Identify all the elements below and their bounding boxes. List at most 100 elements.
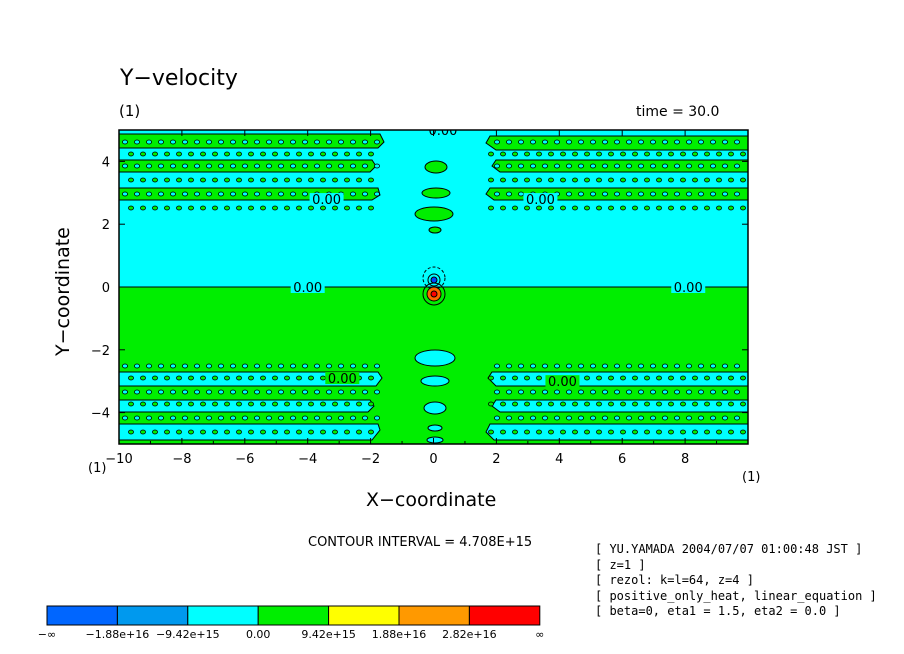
contour-speckle [182, 163, 188, 169]
contour-speckle [134, 191, 140, 197]
contour-speckle [248, 429, 254, 435]
contour-speckle [704, 429, 710, 435]
contour-label-bg [290, 281, 325, 293]
contour-speckle [236, 205, 242, 211]
contour-label-bg [425, 130, 460, 136]
contour-speckle [266, 163, 272, 169]
contour-speckle [176, 205, 182, 211]
contour-speckle [668, 177, 674, 183]
x-corner-label-left: (1) [88, 461, 107, 476]
contour-speckle [704, 177, 710, 183]
center-blob-lower-1 [414, 349, 456, 367]
contour-speckle [296, 401, 302, 407]
contour-speckle [488, 375, 494, 381]
contour-speckle [686, 415, 692, 421]
contour-speckle [638, 139, 644, 145]
contour-speckle [524, 205, 530, 211]
contour-speckle [302, 389, 308, 395]
contour-speckle [608, 375, 614, 381]
contour-speckle [650, 389, 656, 395]
contour-speckle [170, 363, 176, 369]
contour-speckle [668, 401, 674, 407]
info-line: [ beta=0, eta1 = 1.5, eta2 = 0.0 ] [595, 604, 841, 618]
contour-speckle [674, 191, 680, 197]
contour-speckle [638, 363, 644, 369]
contour-speckle [272, 401, 278, 407]
contour-speckle [248, 205, 254, 211]
contour-speckle [608, 205, 614, 211]
x-tick-label: 4 [555, 452, 563, 467]
contour-speckle [290, 163, 296, 169]
x-corner-label-right: (1) [742, 470, 761, 485]
contour-label: 0.00 [293, 281, 322, 296]
contour-speckle [734, 363, 740, 369]
y-tick-label: −4 [91, 407, 110, 422]
contour-speckle [644, 375, 650, 381]
contour-speckle [200, 401, 206, 407]
contour-speckle [656, 429, 662, 435]
contour-speckle [128, 177, 134, 183]
contour-speckle [692, 401, 698, 407]
contour-speckle [224, 205, 230, 211]
contour-speckle [122, 415, 128, 421]
contour-speckle [620, 429, 626, 435]
contour-speckle [584, 401, 590, 407]
contour-speckle [596, 375, 602, 381]
contour-speckle [560, 401, 566, 407]
contour-speckle [344, 401, 350, 407]
contour-speckle [530, 139, 536, 145]
contour-speckle [710, 389, 716, 395]
contour-label-bg [325, 372, 360, 385]
contour-speckle [302, 363, 308, 369]
contour-speckle [206, 363, 212, 369]
contour-speckle [584, 429, 590, 435]
contour-speckle [584, 151, 590, 157]
contour-speckle [134, 415, 140, 421]
contour-speckle [368, 151, 374, 157]
contour-speckle [290, 415, 296, 421]
contour-speckle [218, 191, 224, 197]
contour-speckle [254, 191, 260, 197]
contour-speckle [362, 363, 368, 369]
contour-speckle [650, 415, 656, 421]
contour-speckle [194, 191, 200, 197]
contour-speckle [608, 151, 614, 157]
contour-speckle [572, 205, 578, 211]
contour-speckle [278, 139, 284, 145]
contour-speckle [326, 139, 332, 145]
contour-speckle [230, 389, 236, 395]
contour-speckle [722, 389, 728, 395]
info-line: [ rezol: k=l=64, z=4 ] [595, 573, 754, 587]
contour-speckle [152, 375, 158, 381]
contour-speckle [356, 429, 362, 435]
contour-speckle [266, 389, 272, 395]
contour-speckle [368, 177, 374, 183]
contour-speckle [662, 191, 668, 197]
contour-speckle [272, 429, 278, 435]
contour-speckle [176, 375, 182, 381]
contour-speckle [374, 139, 380, 145]
contour-speckle [152, 151, 158, 157]
speckle-pattern [122, 139, 746, 435]
contour-speckle [650, 191, 656, 197]
contour-speckle [146, 191, 152, 197]
contour-speckle [692, 177, 698, 183]
contour-speckle [296, 205, 302, 211]
contour-speckle [302, 415, 308, 421]
contour-speckle [254, 363, 260, 369]
contour-label-bg [671, 281, 706, 293]
contour-speckle [668, 429, 674, 435]
contour-speckle [512, 151, 518, 157]
contour-speckle [710, 163, 716, 169]
contour-speckle [242, 389, 248, 395]
contour-speckle [506, 163, 512, 169]
contour-speckle [656, 401, 662, 407]
contour-speckle [722, 191, 728, 197]
contour-speckle [164, 205, 170, 211]
contour-speckle [140, 177, 146, 183]
contour-speckle [176, 151, 182, 157]
lower-right-band-c [485, 423, 748, 441]
contour-speckle [734, 415, 740, 421]
contour-speckle [596, 205, 602, 211]
